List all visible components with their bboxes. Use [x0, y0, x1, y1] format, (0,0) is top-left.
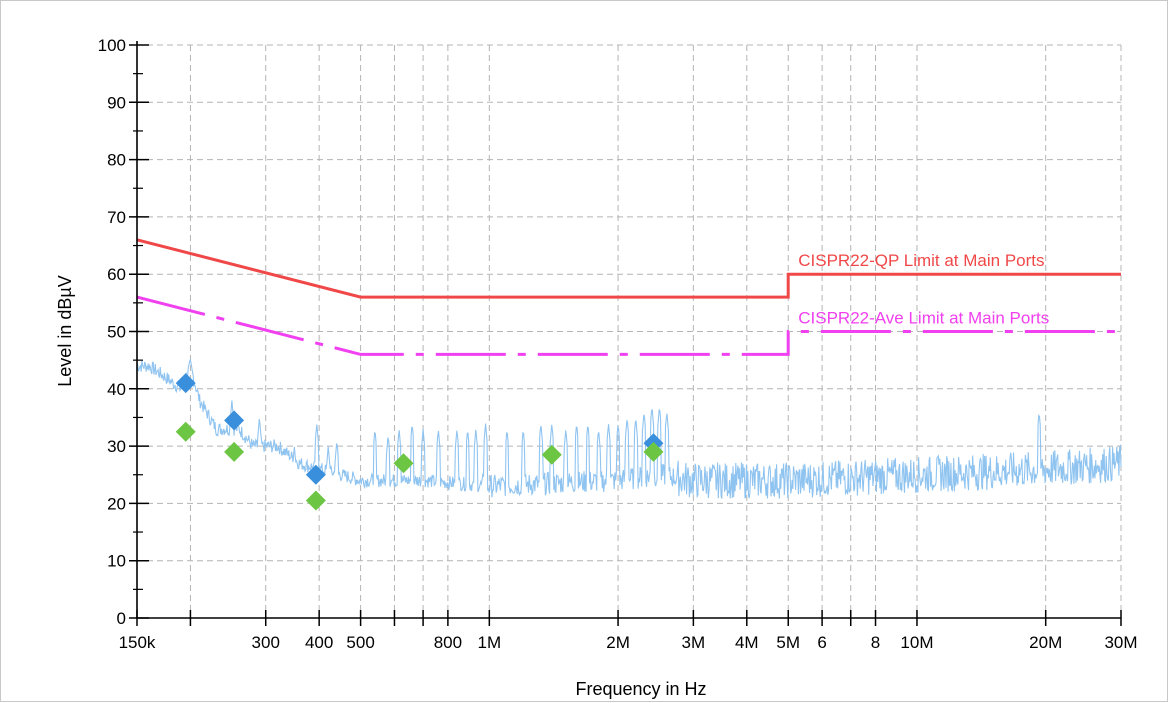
- y-tick-label: 30: [107, 437, 126, 456]
- x-axis-title: Frequency in Hz: [575, 679, 706, 699]
- y-tick-label: 50: [107, 323, 126, 342]
- measurement-markers: [175, 373, 664, 511]
- av-marker: [175, 421, 196, 442]
- grid: [137, 44, 1122, 618]
- tick-labels: 0 10 20 30 40 50 60 70 80 90 100 150k 300 400 500 800 1M…: [98, 36, 1138, 652]
- x-tick-label: 300: [252, 633, 280, 652]
- av-marker: [643, 441, 664, 462]
- x-tick-label: 1M: [478, 633, 502, 652]
- limit-lines: [136, 238, 1121, 356]
- y-tick-label: 60: [107, 265, 126, 284]
- qp-marker: [224, 410, 245, 431]
- x-tick-label: 3M: [682, 633, 706, 652]
- y-axis-title: Level in dBµV: [55, 275, 75, 386]
- ave-limit-line: [136, 295, 1121, 356]
- qp-limit-line: [136, 238, 1121, 299]
- x-tick-label: 30M: [1104, 633, 1137, 652]
- spectrum-line: [136, 358, 1122, 499]
- x-tick-label: 6: [817, 633, 826, 652]
- av-marker: [305, 490, 326, 511]
- qp-limit-label: CISPR22-QP Limit at Main Ports: [798, 251, 1044, 270]
- y-tick-label: 10: [107, 552, 126, 571]
- qp-marker: [305, 464, 326, 485]
- av-marker: [393, 453, 414, 474]
- x-tick-label: 5M: [776, 633, 800, 652]
- ave-limit-label: CISPR22-Ave Limit at Main Ports: [798, 309, 1049, 328]
- x-tick-label: 4M: [735, 633, 759, 652]
- y-tick-label: 90: [107, 93, 126, 112]
- x-tick-label: 10M: [900, 633, 933, 652]
- x-tick-label: 20M: [1029, 633, 1062, 652]
- spectrum-trace: [136, 358, 1122, 499]
- x-tick-label: 150k: [119, 633, 156, 652]
- y-tick-label: 20: [107, 494, 126, 513]
- axes: [129, 41, 1122, 626]
- qp-marker: [175, 373, 196, 394]
- y-tick-label: 100: [98, 36, 126, 55]
- y-tick-label: 70: [107, 208, 126, 227]
- x-tick-label: 8: [871, 633, 880, 652]
- y-tick-label: 0: [117, 609, 126, 628]
- x-tick-label: 400: [305, 633, 333, 652]
- limit-annotations: CISPR22-QP Limit at Main Ports CISPR22-Av…: [798, 251, 1049, 327]
- y-tick-label: 40: [107, 380, 126, 399]
- y-tick-label: 80: [107, 151, 126, 170]
- x-tick-label: 500: [346, 633, 374, 652]
- x-tick-label: 800: [434, 633, 462, 652]
- av-marker: [541, 444, 562, 465]
- x-tick-label: 2M: [606, 633, 630, 652]
- av-marker: [224, 441, 245, 462]
